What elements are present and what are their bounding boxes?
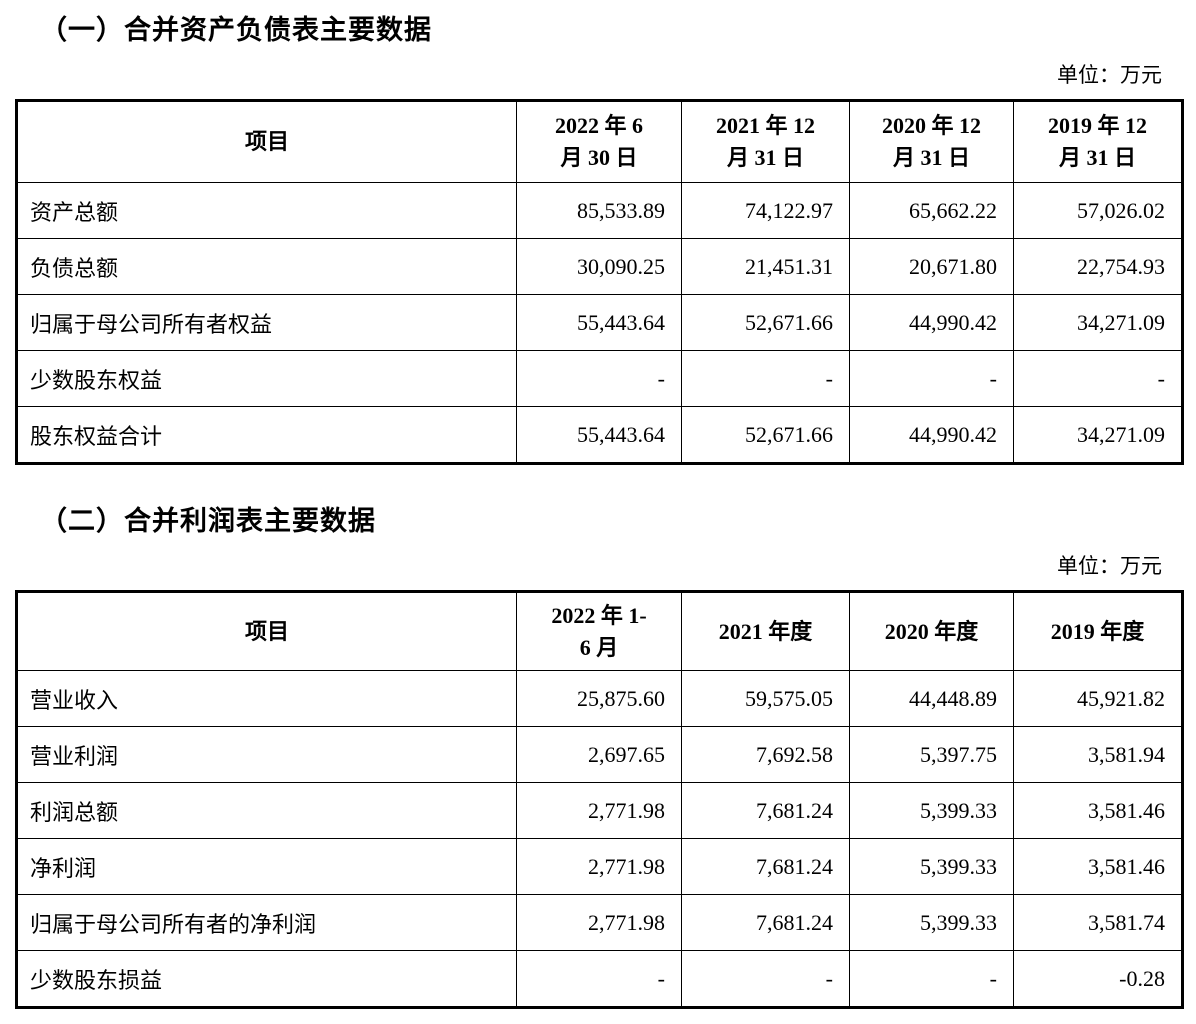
cell-value: 45,921.82: [1013, 670, 1183, 728]
row-label: 营业收入: [16, 670, 517, 728]
cell-value: -: [849, 350, 1014, 408]
row-label: 少数股东权益: [16, 350, 517, 408]
row-label: 少数股东损益: [16, 950, 517, 1009]
cell-value: 3,581.74: [1013, 894, 1183, 952]
unit-label-income-statement: 单位：万元: [1057, 553, 1162, 578]
section-title-income-statement: （二）合并利润表主要数据: [40, 506, 376, 537]
cell-value: 3,581.46: [1013, 782, 1183, 840]
cell-value: 34,271.09: [1013, 294, 1183, 352]
cell-value: 85,533.89: [516, 182, 682, 240]
cell-value: 5,397.75: [849, 726, 1014, 784]
row-label: 净利润: [16, 838, 517, 896]
unit-label-balance-sheet: 单位：万元: [1057, 62, 1162, 87]
cell-value: -: [516, 350, 682, 408]
table-row: 负债总额 30,090.25 21,451.31 20,671.80 22,75…: [16, 238, 1183, 296]
cell-value: 55,443.64: [516, 406, 682, 465]
cell-value: 52,671.66: [681, 406, 850, 465]
cell-value: 22,754.93: [1013, 238, 1183, 296]
row-label: 营业利润: [16, 726, 517, 784]
cell-value: 3,581.94: [1013, 726, 1183, 784]
column-header-2019-12-31: 2019 年 12 月 31 日: [1013, 100, 1183, 184]
table-row: 股东权益合计 55,443.64 52,671.66 44,990.42 34,…: [16, 406, 1183, 465]
table-row: 利润总额 2,771.98 7,681.24 5,399.33 3,581.46: [16, 782, 1183, 840]
cell-value: 30,090.25: [516, 238, 682, 296]
cell-value: 7,681.24: [681, 838, 850, 896]
cell-value: 44,990.42: [849, 294, 1014, 352]
column-header-2022-h1: 2022 年 1- 6 月: [516, 591, 682, 672]
cell-value: 20,671.80: [849, 238, 1014, 296]
balance-sheet-table: 项目 2022 年 6 月 30 日 2021 年 12 月 31 日 2020…: [15, 99, 1184, 466]
cell-value: 5,399.33: [849, 838, 1014, 896]
column-header-item: 项目: [16, 100, 517, 184]
table-header-row: 项目 2022 年 1- 6 月 2021 年度 2020 年度 2019 年度: [16, 591, 1183, 672]
column-header-2019: 2019 年度: [1013, 591, 1183, 672]
table-row: 营业收入 25,875.60 59,575.05 44,448.89 45,92…: [16, 670, 1183, 728]
cell-value: 74,122.97: [681, 182, 850, 240]
cell-value: 55,443.64: [516, 294, 682, 352]
cell-value: -: [681, 350, 850, 408]
column-header-2021: 2021 年度: [681, 591, 850, 672]
cell-value: -: [516, 950, 682, 1009]
column-header-2020: 2020 年度: [849, 591, 1014, 672]
cell-value: 57,026.02: [1013, 182, 1183, 240]
cell-value: 7,681.24: [681, 894, 850, 952]
cell-value: 44,990.42: [849, 406, 1014, 465]
table-row: 少数股东损益 - - - -0.28: [16, 950, 1183, 1009]
cell-value: -0.28: [1013, 950, 1183, 1009]
cell-value: 7,692.58: [681, 726, 850, 784]
row-label: 利润总额: [16, 782, 517, 840]
table-row: 净利润 2,771.98 7,681.24 5,399.33 3,581.46: [16, 838, 1183, 896]
cell-value: 5,399.33: [849, 894, 1014, 952]
column-header-2021-12-31: 2021 年 12 月 31 日: [681, 100, 850, 184]
column-header-2020-12-31: 2020 年 12 月 31 日: [849, 100, 1014, 184]
table-row: 少数股东权益 - - - -: [16, 350, 1183, 408]
cell-value: 2,697.65: [516, 726, 682, 784]
cell-value: 7,681.24: [681, 782, 850, 840]
row-label: 归属于母公司所有者的净利润: [16, 894, 517, 952]
cell-value: 21,451.31: [681, 238, 850, 296]
cell-value: -: [1013, 350, 1183, 408]
table-row: 归属于母公司所有者权益 55,443.64 52,671.66 44,990.4…: [16, 294, 1183, 352]
cell-value: 2,771.98: [516, 838, 682, 896]
cell-value: 5,399.33: [849, 782, 1014, 840]
cell-value: 44,448.89: [849, 670, 1014, 728]
cell-value: -: [849, 950, 1014, 1009]
cell-value: 25,875.60: [516, 670, 682, 728]
cell-value: -: [681, 950, 850, 1009]
table-row: 资产总额 85,533.89 74,122.97 65,662.22 57,02…: [16, 182, 1183, 240]
cell-value: 3,581.46: [1013, 838, 1183, 896]
row-label: 资产总额: [16, 182, 517, 240]
row-label: 负债总额: [16, 238, 517, 296]
table-row: 营业利润 2,697.65 7,692.58 5,397.75 3,581.94: [16, 726, 1183, 784]
cell-value: 65,662.22: [849, 182, 1014, 240]
column-header-item: 项目: [16, 591, 517, 672]
income-statement-table: 项目 2022 年 1- 6 月 2021 年度 2020 年度 2019 年度…: [15, 590, 1184, 1010]
section-title-balance-sheet: （一）合并资产负债表主要数据: [40, 15, 432, 45]
cell-value: 52,671.66: [681, 294, 850, 352]
row-label: 归属于母公司所有者权益: [16, 294, 517, 352]
cell-value: 2,771.98: [516, 894, 682, 952]
table-row: 归属于母公司所有者的净利润 2,771.98 7,681.24 5,399.33…: [16, 894, 1183, 952]
cell-value: 59,575.05: [681, 670, 850, 728]
table-header-row: 项目 2022 年 6 月 30 日 2021 年 12 月 31 日 2020…: [16, 100, 1183, 184]
cell-value: 34,271.09: [1013, 406, 1183, 465]
row-label: 股东权益合计: [16, 406, 517, 465]
cell-value: 2,771.98: [516, 782, 682, 840]
column-header-2022-06-30: 2022 年 6 月 30 日: [516, 100, 682, 184]
